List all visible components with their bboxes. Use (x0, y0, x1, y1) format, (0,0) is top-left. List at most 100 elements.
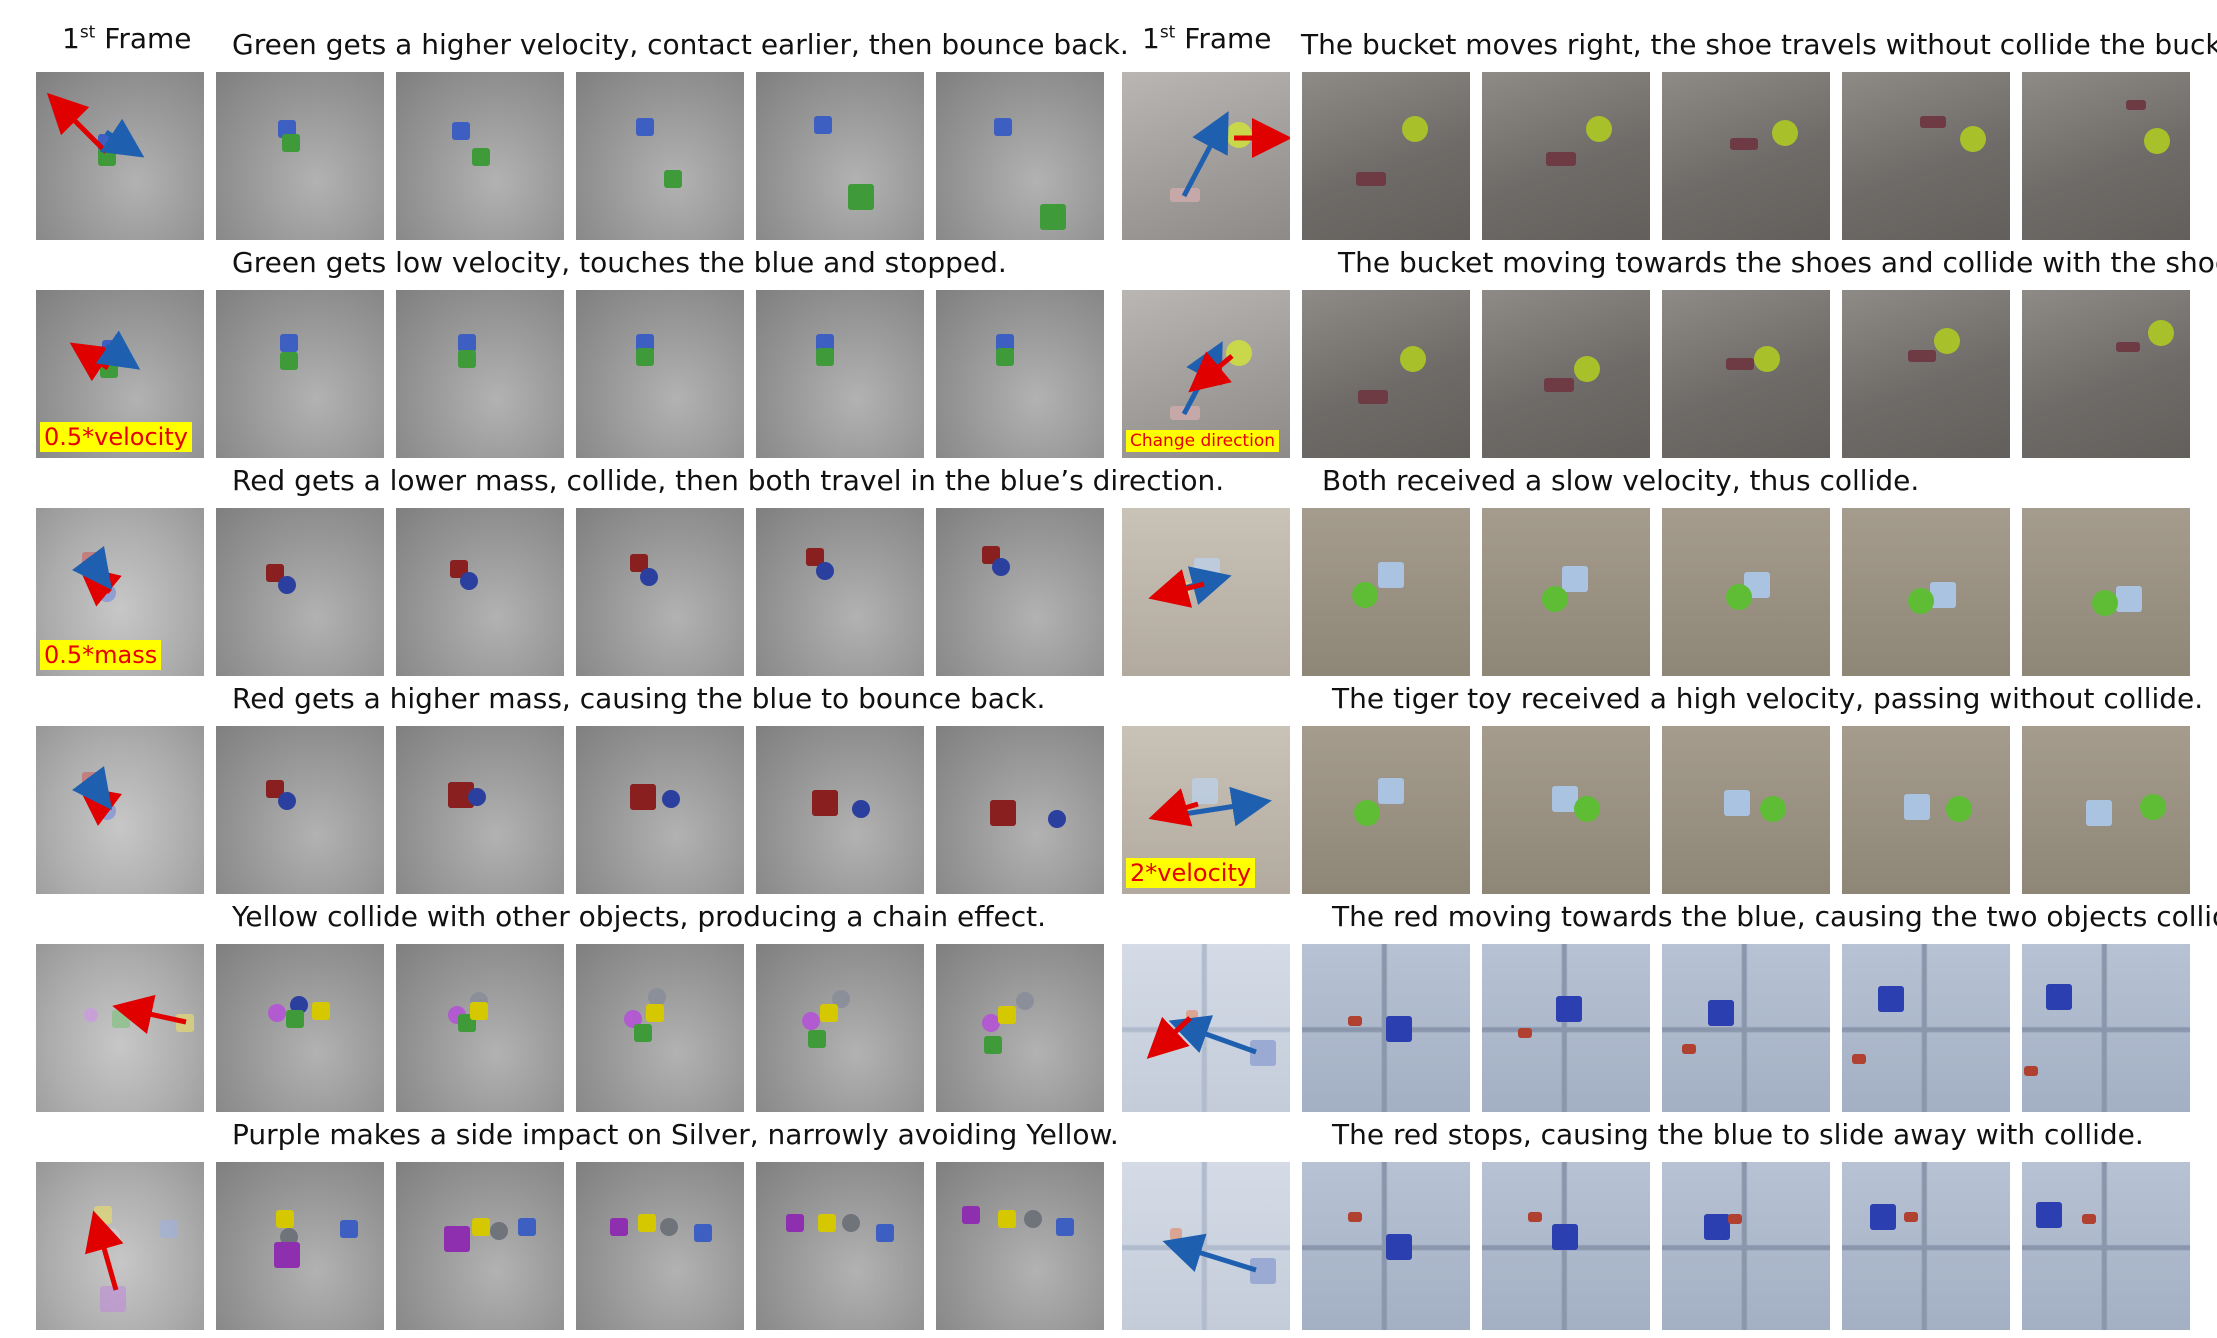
frame-image (396, 944, 564, 1112)
row-caption: Red gets a higher mass, causing the blue… (232, 682, 1046, 715)
frame-image (1842, 290, 2010, 458)
condition-tag: 0.5*velocity (40, 422, 192, 452)
right-row-4: The tiger toy received a high velocity, … (1108, 662, 2216, 894)
frame-image (216, 72, 384, 240)
frame-image (216, 290, 384, 458)
row-caption: The red stops, causing the blue to slide… (1332, 1118, 2144, 1151)
frame-image (936, 290, 1104, 458)
frame-image (216, 944, 384, 1112)
frame-image (216, 1162, 384, 1330)
frame-image (1482, 72, 1650, 240)
frame-image (396, 290, 564, 458)
first-frame-image (1122, 508, 1290, 676)
first-frame-image (36, 72, 204, 240)
first-frame-heading: 1st Frame (1142, 22, 1272, 55)
frame-image (576, 290, 744, 458)
first-frame-image (1122, 1162, 1290, 1330)
left-row-6: Purple makes a side impact on Silver, na… (0, 1098, 1119, 1330)
first-frame-image: 2*velocity (1122, 726, 1290, 894)
frame-image (1842, 726, 2010, 894)
frame-image (756, 508, 924, 676)
frame-image (576, 726, 744, 894)
first-frame-image: 0.5*velocity (36, 290, 204, 458)
frame-image (576, 1162, 744, 1330)
frame-image (1662, 1162, 1830, 1330)
frame-image (936, 508, 1104, 676)
right-row-3: Both received a slow velocity, thus coll… (1108, 444, 2216, 676)
left-row-4: Red gets a higher mass, causing the blue… (0, 662, 1108, 894)
frame-image (1662, 72, 1830, 240)
row-caption: Green gets low velocity, touches the blu… (232, 246, 1007, 279)
frame-image (1302, 72, 1470, 240)
frame-image (756, 944, 924, 1112)
left-row-5: Yellow collide with other objects, produ… (0, 880, 1108, 1112)
frame-image (2022, 726, 2190, 894)
frame-image (1482, 508, 1650, 676)
frame-image (1482, 726, 1650, 894)
row-caption: The bucket moving towards the shoes and … (1338, 246, 2217, 279)
first-frame-image: Change direction (1122, 290, 1290, 458)
frame-image (2022, 508, 2190, 676)
frame-image (1482, 290, 1650, 458)
frame-image (756, 1162, 924, 1330)
condition-tag: 0.5*mass (40, 640, 162, 670)
frame-image (936, 1162, 1104, 1330)
right-row-5: The red moving towards the blue, causing… (1108, 880, 2217, 1112)
left-panel: 1st Frame Green gets a higher velocity, … (0, 0, 1224, 1338)
frame-image (756, 72, 924, 240)
condition-tag: 2*velocity (1126, 858, 1256, 888)
frame-image (216, 508, 384, 676)
frame-image (1302, 1162, 1470, 1330)
frame-image (2022, 1162, 2190, 1330)
frame-image (2022, 290, 2190, 458)
frame-image (1482, 1162, 1650, 1330)
left-row-1: Green gets a higher velocity, contact ea… (0, 8, 1129, 240)
right-row-2: The bucket moving towards the shoes and … (1108, 226, 2217, 458)
frame-image (1842, 508, 2010, 676)
row-caption: Purple makes a side impact on Silver, na… (232, 1118, 1119, 1151)
row-caption: Red gets a lower mass, collide, then bot… (232, 464, 1225, 497)
left-row-2: Green gets low velocity, touches the blu… (0, 226, 1108, 458)
frame-image (936, 72, 1104, 240)
frame-image (1842, 72, 2010, 240)
frame-image (756, 290, 924, 458)
frame-image (1662, 290, 1830, 458)
frame-image (2022, 72, 2190, 240)
frame-image (1482, 944, 1650, 1112)
right-row-6: The red stops, causing the blue to slide… (1108, 1098, 2216, 1330)
row-caption: Green gets a higher velocity, contact ea… (232, 28, 1129, 61)
frame-image (1662, 726, 1830, 894)
frame-image (756, 726, 924, 894)
frame-image (1842, 944, 2010, 1112)
frame-image (396, 1162, 564, 1330)
frame-image (2022, 944, 2190, 1112)
first-frame-image (1122, 944, 1290, 1112)
frame-image (936, 944, 1104, 1112)
row-caption: The tiger toy received a high velocity, … (1332, 682, 2204, 715)
frame-image (1302, 508, 1470, 676)
right-panel: 1st Frame The bucket moves right, the sh… (1108, 0, 2217, 1338)
left-row-3: Red gets a lower mass, collide, then bot… (0, 444, 1224, 676)
row-caption: The bucket moves right, the shoe travels… (1301, 28, 2217, 61)
row-caption: Yellow collide with other objects, produ… (232, 900, 1047, 933)
frame-image (1842, 1162, 2010, 1330)
frame-image (1302, 944, 1470, 1112)
frame-image (1662, 944, 1830, 1112)
frame-image (1662, 508, 1830, 676)
first-frame-image (1122, 72, 1290, 240)
frame-image (576, 508, 744, 676)
first-frame-heading: 1st Frame (62, 22, 192, 55)
first-frame-image (36, 1162, 204, 1330)
frame-image (576, 72, 744, 240)
row-caption: The red moving towards the blue, causing… (1332, 900, 2217, 933)
frame-image (396, 508, 564, 676)
frame-image (1302, 290, 1470, 458)
condition-tag: Change direction (1126, 430, 1279, 452)
first-frame-image (36, 726, 204, 894)
frame-image (576, 944, 744, 1112)
first-frame-image (36, 944, 204, 1112)
frame-image (1302, 726, 1470, 894)
frame-image (396, 72, 564, 240)
right-row-1: The bucket moves right, the shoe travels… (1108, 8, 2217, 240)
first-frame-image: 0.5*mass (36, 508, 204, 676)
